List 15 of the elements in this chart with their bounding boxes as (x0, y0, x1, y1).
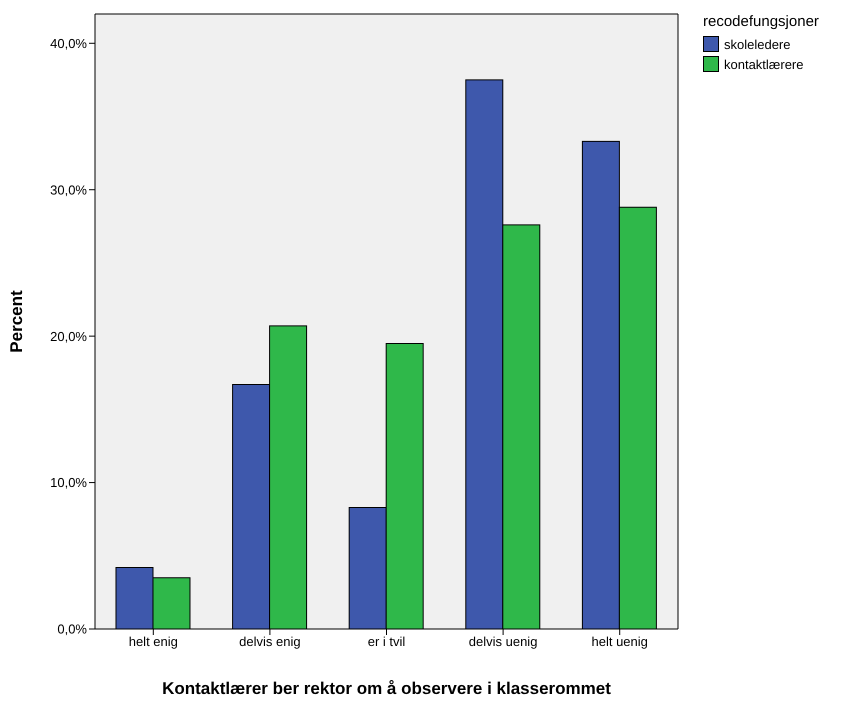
y-tick-label: 40,0% (50, 36, 88, 51)
y-tick-label: 0,0% (57, 622, 88, 637)
x-tick-label: delvis uenig (468, 634, 538, 650)
x-axis-title: Kontaktlærer ber rektor om å observere i klasserommet (162, 679, 612, 698)
y-tick-label: 20,0% (50, 328, 88, 344)
legend-title: recodefungsjoner (703, 13, 820, 30)
y-axis-title: Percent (7, 290, 26, 353)
y-tick-label: 30,0% (50, 182, 88, 198)
x-tick-label: delvis enig (239, 634, 301, 650)
x-tick-label: helt uenig (592, 634, 648, 650)
legend-label: skoleledere (724, 36, 790, 52)
legend-label: kontaktlærere (724, 56, 804, 72)
y-tick-label: 10,0% (50, 475, 88, 490)
x-tick-label: er i tvil (368, 634, 406, 650)
x-tick-label: helt enig (128, 634, 178, 650)
